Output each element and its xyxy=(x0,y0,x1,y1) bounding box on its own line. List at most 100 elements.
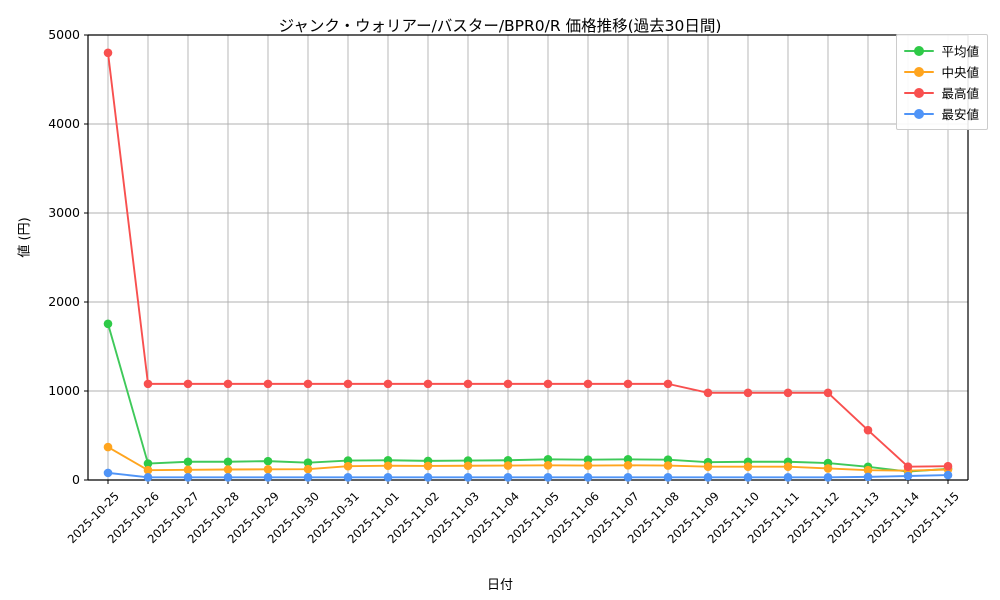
data-point xyxy=(423,461,433,471)
data-point xyxy=(223,379,233,389)
series-markers xyxy=(103,48,953,482)
data-point xyxy=(543,473,553,482)
legend-item-1[interactable]: 平均値 xyxy=(904,40,979,61)
data-point xyxy=(503,461,513,470)
data-point xyxy=(783,462,793,471)
data-point xyxy=(943,461,953,471)
data-point xyxy=(183,465,193,475)
data-point xyxy=(503,379,513,389)
y-tick-label: 4000 xyxy=(48,116,80,131)
data-point xyxy=(263,379,273,389)
data-point xyxy=(863,425,873,435)
data-point xyxy=(743,462,753,471)
data-point xyxy=(583,455,593,465)
data-point xyxy=(743,388,753,398)
y-tick-label: 1000 xyxy=(48,383,80,398)
legend-swatch-icon xyxy=(904,107,935,121)
data-point xyxy=(143,465,153,475)
data-point xyxy=(183,379,193,389)
data-point xyxy=(303,464,313,474)
data-point xyxy=(183,457,193,467)
data-point xyxy=(703,462,713,471)
data-point xyxy=(783,473,793,482)
data-point xyxy=(143,459,153,468)
data-point xyxy=(743,473,753,482)
data-point xyxy=(263,465,273,474)
legend-item-2[interactable]: 中央値 xyxy=(904,61,979,82)
data-point xyxy=(263,473,273,482)
data-point xyxy=(423,473,433,482)
grid-lines xyxy=(88,34,968,481)
legend-label: 中央値 xyxy=(941,65,979,80)
data-point xyxy=(343,461,353,471)
data-point xyxy=(143,473,153,482)
y-tick-label: 0 xyxy=(72,472,80,487)
data-point xyxy=(503,473,513,482)
data-point xyxy=(343,473,353,482)
data-point xyxy=(943,470,953,480)
y-tick-label: 2000 xyxy=(48,294,80,309)
data-point xyxy=(383,473,393,482)
data-point xyxy=(903,462,913,471)
data-point xyxy=(103,319,113,329)
legend-swatch-icon xyxy=(904,65,935,79)
data-point xyxy=(863,465,873,475)
data-point xyxy=(223,457,233,467)
legend-swatch-icon xyxy=(904,86,935,100)
data-point xyxy=(463,461,473,471)
legend-item-3[interactable]: 最高値 xyxy=(904,82,979,103)
y-tick-label: 3000 xyxy=(48,205,80,220)
data-point xyxy=(583,473,593,482)
legend-label: 最高値 xyxy=(941,86,979,101)
data-point xyxy=(703,473,713,482)
data-point xyxy=(623,461,633,470)
data-point xyxy=(663,473,673,482)
legend-item-4[interactable]: 最安値 xyxy=(904,103,979,124)
data-point xyxy=(823,464,833,473)
data-point xyxy=(543,461,553,470)
data-point xyxy=(583,461,593,470)
data-point xyxy=(783,388,793,398)
data-point xyxy=(223,473,233,482)
data-point xyxy=(143,379,153,389)
data-point xyxy=(663,455,673,465)
data-point xyxy=(383,461,393,471)
data-point xyxy=(623,379,633,389)
data-point xyxy=(103,442,113,452)
data-point xyxy=(383,379,393,389)
data-point xyxy=(343,379,353,389)
data-point xyxy=(463,379,473,389)
axis-spines xyxy=(87,34,969,481)
data-point xyxy=(823,388,833,398)
chart-legend: 平均値中央値最高値最安値 xyxy=(896,34,988,130)
data-point xyxy=(183,473,193,482)
data-point xyxy=(423,379,433,389)
series-lines xyxy=(107,51,949,479)
data-point xyxy=(623,455,633,464)
data-point xyxy=(863,472,873,482)
data-point xyxy=(103,48,113,58)
legend-swatch-icon xyxy=(904,44,935,58)
legend-label: 平均値 xyxy=(941,44,979,59)
data-point xyxy=(463,473,473,482)
data-point xyxy=(663,379,673,389)
x-axis-label: 日付 xyxy=(486,578,513,593)
data-point xyxy=(623,473,633,482)
data-point xyxy=(303,473,313,482)
data-point xyxy=(303,379,313,389)
legend-label: 最安値 xyxy=(941,107,979,122)
data-point xyxy=(303,458,313,467)
data-point xyxy=(583,379,593,389)
data-point xyxy=(543,379,553,389)
data-point xyxy=(263,456,273,466)
data-point xyxy=(823,473,833,482)
chart-title: ジャンク・ウォリアー/バスター/BPR0/R 価格推移(過去30日間) xyxy=(278,17,722,35)
data-point xyxy=(703,388,713,398)
data-point xyxy=(223,465,233,474)
data-point xyxy=(903,471,913,481)
data-point xyxy=(103,468,113,478)
tick-marks xyxy=(84,34,949,484)
data-point xyxy=(663,461,673,470)
